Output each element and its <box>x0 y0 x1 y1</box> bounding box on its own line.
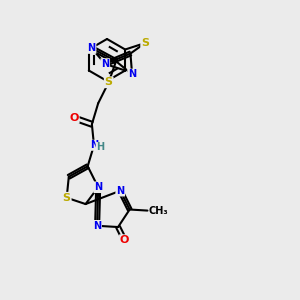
Text: S: S <box>141 38 149 48</box>
Text: N: N <box>90 140 98 150</box>
Text: O: O <box>69 113 79 123</box>
Text: N: N <box>101 59 109 69</box>
Text: N: N <box>116 186 124 196</box>
Text: N: N <box>88 43 96 53</box>
Text: CH₃: CH₃ <box>148 206 168 216</box>
Text: N: N <box>93 221 101 231</box>
Text: H: H <box>96 142 104 152</box>
Text: N: N <box>94 182 102 192</box>
Text: O: O <box>120 235 129 245</box>
Text: S: S <box>63 193 71 203</box>
Text: S: S <box>105 77 113 87</box>
Text: N: N <box>128 69 136 80</box>
